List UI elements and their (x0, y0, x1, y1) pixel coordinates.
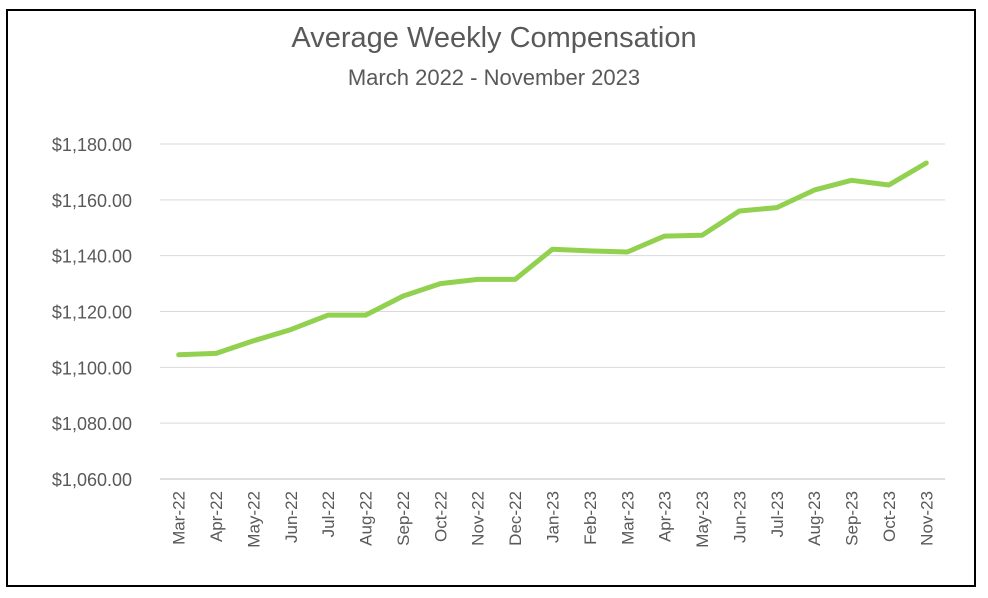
x-tick-label: Sep-22 (394, 491, 413, 546)
x-tick-label: Apr-23 (656, 491, 675, 542)
x-axis: Mar-22 Apr-22 May-22 Jun-22 Jul-22 Aug-22 Sep-… (170, 491, 937, 548)
x-tick-label: Sep-23 (843, 491, 862, 546)
y-tick-label: $1,180.00 (52, 135, 132, 155)
x-tick-label: May-22 (244, 491, 263, 548)
y-tick-label: $1,120.00 (52, 303, 132, 323)
x-tick-label: Dec-22 (506, 491, 525, 546)
x-tick-label: Jan-23 (544, 491, 563, 543)
x-tick-label: Jul-23 (768, 491, 787, 537)
x-tick-label: Mar-23 (618, 491, 637, 545)
chart-frame (6, 9, 976, 587)
y-tick-label: $1,080.00 (52, 414, 132, 434)
gridlines (160, 143, 945, 480)
chart-subtitle: March 2022 - November 2023 (347, 65, 641, 90)
x-tick-label: Aug-22 (357, 491, 376, 546)
y-axis: $1,060.00 $1,080.00 $1,100.00 $1,120.00 $1,1… (52, 135, 132, 490)
x-tick-label: Mar-22 (170, 491, 189, 545)
x-tick-label: Oct-22 (431, 491, 450, 542)
x-tick-label: Jun-23 (730, 491, 749, 543)
y-tick-label: $1,140.00 (52, 247, 132, 267)
x-tick-label: Oct-23 (880, 491, 899, 542)
x-tick-label: Jul-22 (319, 491, 338, 537)
y-tick-label: $1,160.00 (52, 191, 132, 211)
x-tick-label: Aug-23 (805, 491, 824, 546)
series-layer (176, 160, 929, 358)
series-line (176, 160, 929, 358)
y-tick-label: $1,060.00 (52, 470, 132, 490)
x-tick-label: Jun-22 (282, 491, 301, 543)
x-tick-label: Nov-22 (469, 491, 488, 546)
x-tick-label: May-23 (693, 491, 712, 548)
x-tick-label: Nov-23 (917, 491, 936, 546)
chart-title: Average Weekly Compensation (291, 22, 697, 54)
y-tick-label: $1,100.00 (52, 358, 132, 378)
x-tick-label: Apr-22 (207, 491, 226, 542)
x-tick-label: Feb-23 (581, 491, 600, 545)
